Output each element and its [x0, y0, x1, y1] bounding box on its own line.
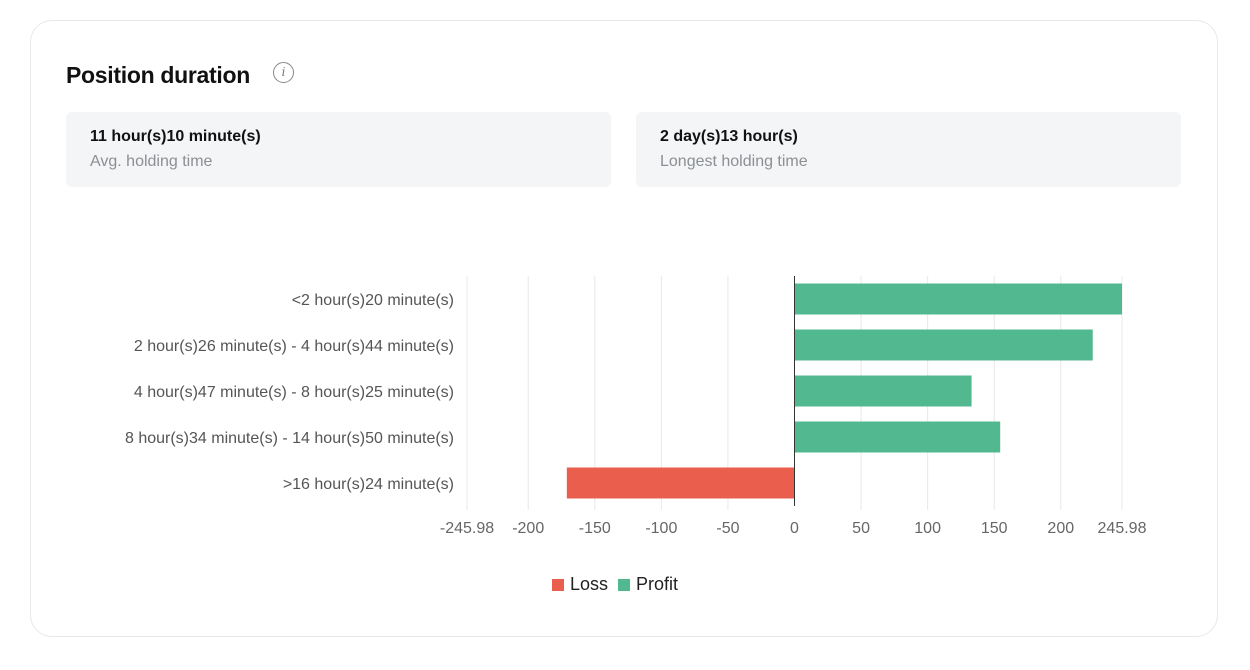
stat-label: Avg. holding time	[90, 153, 213, 170]
bar-profit	[794, 329, 1093, 361]
y-category-label: 2 hour(s)26 minute(s) - 4 hour(s)44 minu…	[134, 338, 454, 355]
stat-label: Longest holding time	[660, 153, 808, 170]
stat-value: 2 day(s)13 hour(s)	[660, 128, 798, 145]
y-category-label: 4 hour(s)47 minute(s) - 8 hour(s)25 minu…	[134, 384, 454, 401]
legend-item-profit[interactable]: Profit	[618, 574, 678, 595]
x-tick-label: 245.98	[1098, 520, 1147, 537]
loss-swatch	[552, 578, 564, 591]
bar-profit	[794, 283, 1122, 315]
x-tick-label: 150	[981, 520, 1008, 537]
bar-loss	[566, 467, 795, 499]
page-title: Position duration	[66, 62, 250, 88]
legend: Loss Profit	[552, 574, 678, 595]
y-category-label: 8 hour(s)34 minute(s) - 14 hour(s)50 min…	[125, 430, 454, 447]
x-tick-label: -150	[579, 520, 611, 537]
bar-profit	[794, 421, 1001, 453]
stat-value: 11 hour(s)10 minute(s)	[90, 128, 261, 145]
avg-holding-time-stat: 11 hour(s)10 minute(s) Avg. holding time	[66, 112, 611, 187]
x-tick-label: -245.98	[440, 520, 494, 537]
x-tick-label: -100	[645, 520, 677, 537]
x-tick-label: 200	[1047, 520, 1074, 537]
y-category-label: <2 hour(s)20 minute(s)	[292, 292, 454, 309]
legend-item-loss[interactable]: Loss	[552, 574, 608, 595]
y-category-label: >16 hour(s)24 minute(s)	[283, 476, 454, 493]
legend-label: Loss	[570, 574, 609, 594]
x-tick-label: -50	[716, 520, 739, 537]
longest-holding-time-stat: 2 day(s)13 hour(s) Longest holding time	[636, 112, 1181, 187]
profit-swatch	[618, 578, 631, 591]
legend-label: Profit	[636, 574, 679, 594]
x-tick-label: 0	[790, 520, 799, 537]
bar-profit	[794, 375, 972, 407]
x-tick-label: -200	[512, 520, 544, 537]
info-icon[interactable]: i	[273, 62, 294, 83]
x-tick-label: 100	[914, 520, 941, 537]
x-tick-label: 50	[852, 520, 870, 537]
